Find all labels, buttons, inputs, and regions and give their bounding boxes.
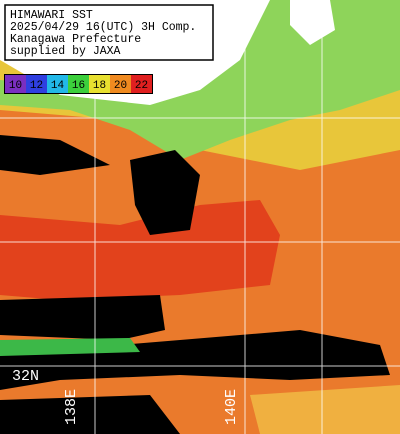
legend-swatch: [26, 75, 47, 93]
cloud: [0, 395, 180, 434]
lat-label: 32N: [12, 368, 39, 385]
legend-label: 10: [9, 80, 22, 92]
legend-swatch: [110, 75, 131, 93]
cool-patch: [0, 338, 140, 356]
color-legend: 10 12 14 16 18 20 22: [4, 74, 153, 94]
legend-swatch: [131, 75, 152, 93]
header-line: Kanagawa Prefecture: [10, 33, 141, 46]
legend-label: 18: [93, 80, 106, 92]
legend-swatch: [47, 75, 68, 93]
header-line: supplied by JAXA: [10, 45, 121, 58]
cloud: [0, 295, 165, 340]
cloud: [0, 330, 390, 390]
header-box: [4, 4, 214, 61]
warm-south: [250, 385, 400, 434]
legend-swatch: [5, 75, 26, 93]
legend-label: 20: [114, 80, 127, 92]
legend-label: 14: [51, 80, 65, 92]
legend-swatch: [68, 75, 89, 93]
legend-label: 22: [135, 80, 148, 92]
legend-label: 16: [72, 80, 85, 92]
header-line: HIMAWARI SST: [10, 9, 93, 22]
lon-label: 140E: [223, 389, 240, 425]
land-east: [290, 0, 335, 45]
header-line: 2025/04/29 16(UTC) 3H Comp.: [10, 21, 196, 34]
lon-label: 138E: [63, 389, 80, 425]
cloud: [130, 150, 200, 235]
legend-swatch: [89, 75, 110, 93]
warm-band: [0, 200, 280, 300]
legend-label: 12: [30, 80, 43, 92]
cloud: [0, 135, 110, 175]
